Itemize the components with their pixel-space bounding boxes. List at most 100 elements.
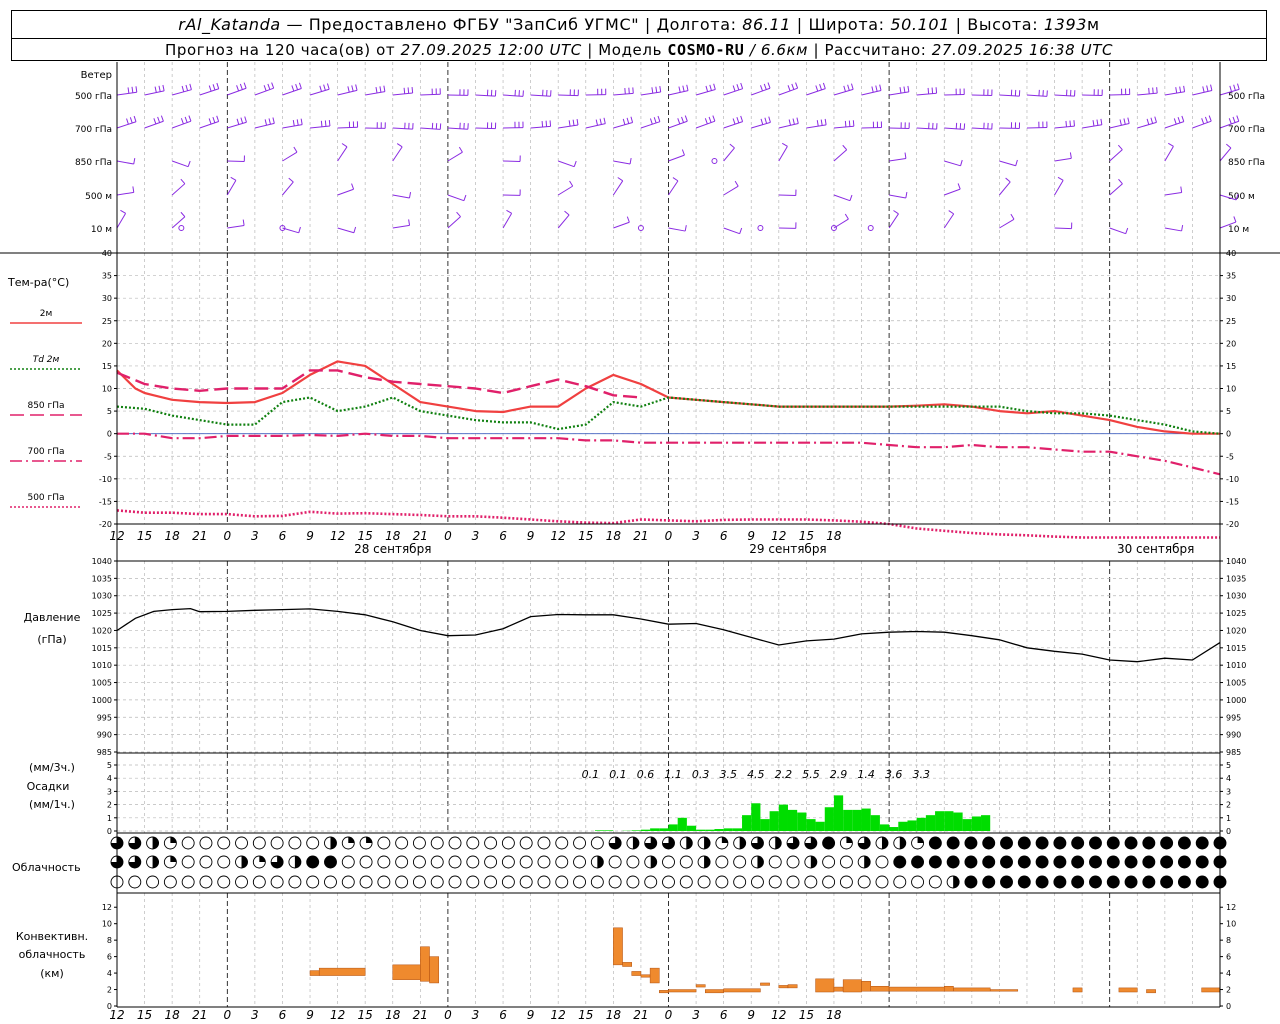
- wind-barb-flag: [160, 115, 164, 122]
- temp-x-tick-label: 3: [692, 529, 700, 543]
- wind-barb-flag: [768, 116, 771, 123]
- conv-x-tick-label: 21: [192, 1008, 207, 1022]
- pres-tick-label-right: 990: [1226, 731, 1241, 740]
- wind-barb-flag: [820, 119, 823, 126]
- conv-title-2: облачность: [19, 948, 86, 961]
- wind-barb-flag: [1146, 118, 1150, 125]
- precip-bar: [944, 811, 954, 831]
- wind-barb-flag: [129, 117, 133, 124]
- temp-series-line: [116, 509, 1220, 539]
- pres-tick-label-left: 985: [97, 748, 112, 757]
- conv-x-tick-label: 21: [413, 1008, 428, 1022]
- wind-barb: [1054, 157, 1072, 162]
- precip-bar: [843, 809, 853, 831]
- wind-barb-flag: [153, 118, 157, 125]
- wind-barb: [144, 90, 165, 96]
- precip-3h-total: 1.4: [857, 768, 875, 781]
- temp-x-tick-label: 21: [633, 529, 648, 543]
- wind-barb-flag: [1069, 120, 1071, 127]
- wind-barb: [337, 188, 354, 196]
- cloud-cell-fill: [1000, 837, 1013, 849]
- cloud-cell-fill: [170, 856, 177, 862]
- wind-barb: [502, 213, 513, 229]
- cloud-cell: [306, 875, 320, 889]
- forecast-label: Прогноз на 120 часа(ов) от: [164, 41, 396, 59]
- precip-3h-total: 1.1: [664, 768, 682, 781]
- conv-x-tick-label: 15: [578, 1008, 593, 1022]
- wind-barb: [1164, 146, 1174, 162]
- temp-x-tick-label: 12: [109, 529, 124, 543]
- cloud-cell: [163, 875, 177, 889]
- cloud-cell-fill: [632, 837, 639, 849]
- wind-barb: [999, 94, 1020, 97]
- pres-tick-label-right: 1000: [1226, 696, 1246, 705]
- wind-barb-flag: [180, 178, 186, 185]
- conv-x-tick-label: 3: [692, 1008, 700, 1022]
- wind-barb-flag: [879, 84, 882, 91]
- cloud-cell-fill: [1196, 876, 1209, 888]
- temperature-panel: Тем-ра(°C) 2м Td 2м 850 гПа 700 гПа 500 гПа: [7, 276, 1221, 539]
- cloud-cell: [359, 875, 373, 889]
- convective-bar: [833, 986, 844, 992]
- wind-barb-flag: [267, 83, 271, 90]
- cloud-cell: [270, 875, 284, 889]
- precip-bar: [594, 830, 605, 831]
- pres-tick-label-left: 1015: [92, 644, 112, 653]
- wind-barb-flag: [1179, 86, 1182, 93]
- wind-barb-flag: [1175, 87, 1178, 94]
- precip-bar: [824, 807, 834, 831]
- prec-tick-label-right: 2: [1226, 801, 1231, 810]
- wind-barb-flag: [572, 119, 575, 126]
- precip-bar: [742, 815, 752, 831]
- wind-barb-flag: [852, 120, 855, 127]
- cloud-cell: [519, 855, 533, 869]
- wind-barb: [1219, 221, 1237, 229]
- cloud-cell: [181, 836, 195, 850]
- wind-barb-flag: [815, 85, 819, 92]
- wind-barb: [392, 127, 413, 130]
- conv-tick-label-right: 12: [1226, 903, 1236, 912]
- cloud-cell: [928, 875, 942, 889]
- wind-barb-flag: [1180, 186, 1183, 193]
- wind-barb-flag: [935, 87, 938, 94]
- wind-barb: [944, 160, 961, 167]
- wind-barb-flag: [1233, 84, 1236, 91]
- cloud-cell-fill: [893, 856, 906, 868]
- cloud-cell: [733, 875, 747, 889]
- wind-barb: [392, 146, 403, 162]
- cloud-cell-fill: [929, 856, 942, 868]
- wind-barb: [1219, 147, 1232, 162]
- precip-bar: [604, 830, 614, 831]
- wind-barb: [475, 94, 496, 97]
- convective-panel: Конвективн. облачность (км): [16, 927, 1221, 994]
- wind-barb: [1082, 124, 1102, 129]
- wind-barb-flag: [1173, 118, 1177, 125]
- wind-barb: [1164, 192, 1182, 196]
- cloud-cell: [822, 875, 836, 889]
- cloud-cell-fill: [810, 856, 817, 868]
- prec-tick-label-left: 2: [107, 801, 112, 810]
- cloud-cell-fill: [1071, 876, 1084, 888]
- wind-barb: [1054, 94, 1075, 97]
- wind-barb: [1054, 227, 1072, 230]
- wind-barb: [116, 191, 134, 196]
- temp-tick-label-left: -20: [99, 520, 112, 529]
- wind-barb-flag: [351, 85, 354, 92]
- temp-tick-label-left: -10: [99, 475, 112, 484]
- conv-title-3: (км): [40, 967, 64, 980]
- cloud-cell: [484, 836, 498, 850]
- cloud-cell-fill: [1000, 856, 1013, 868]
- temp-x-tick-label: 18: [826, 529, 842, 543]
- pres-tick-label-left: 1000: [92, 696, 112, 705]
- wind-barb: [943, 213, 955, 229]
- wind-barb-flag: [1181, 115, 1185, 122]
- cloud-cell: [448, 836, 462, 850]
- wind-barb-flag: [1235, 193, 1239, 200]
- cloud-cell-fill: [128, 837, 141, 849]
- cloud-cell-fill: [1107, 856, 1120, 868]
- wind-barb: [833, 194, 851, 202]
- wind-barb: [668, 180, 679, 196]
- wind-barb: [309, 88, 330, 96]
- cloud-cell: [501, 855, 515, 869]
